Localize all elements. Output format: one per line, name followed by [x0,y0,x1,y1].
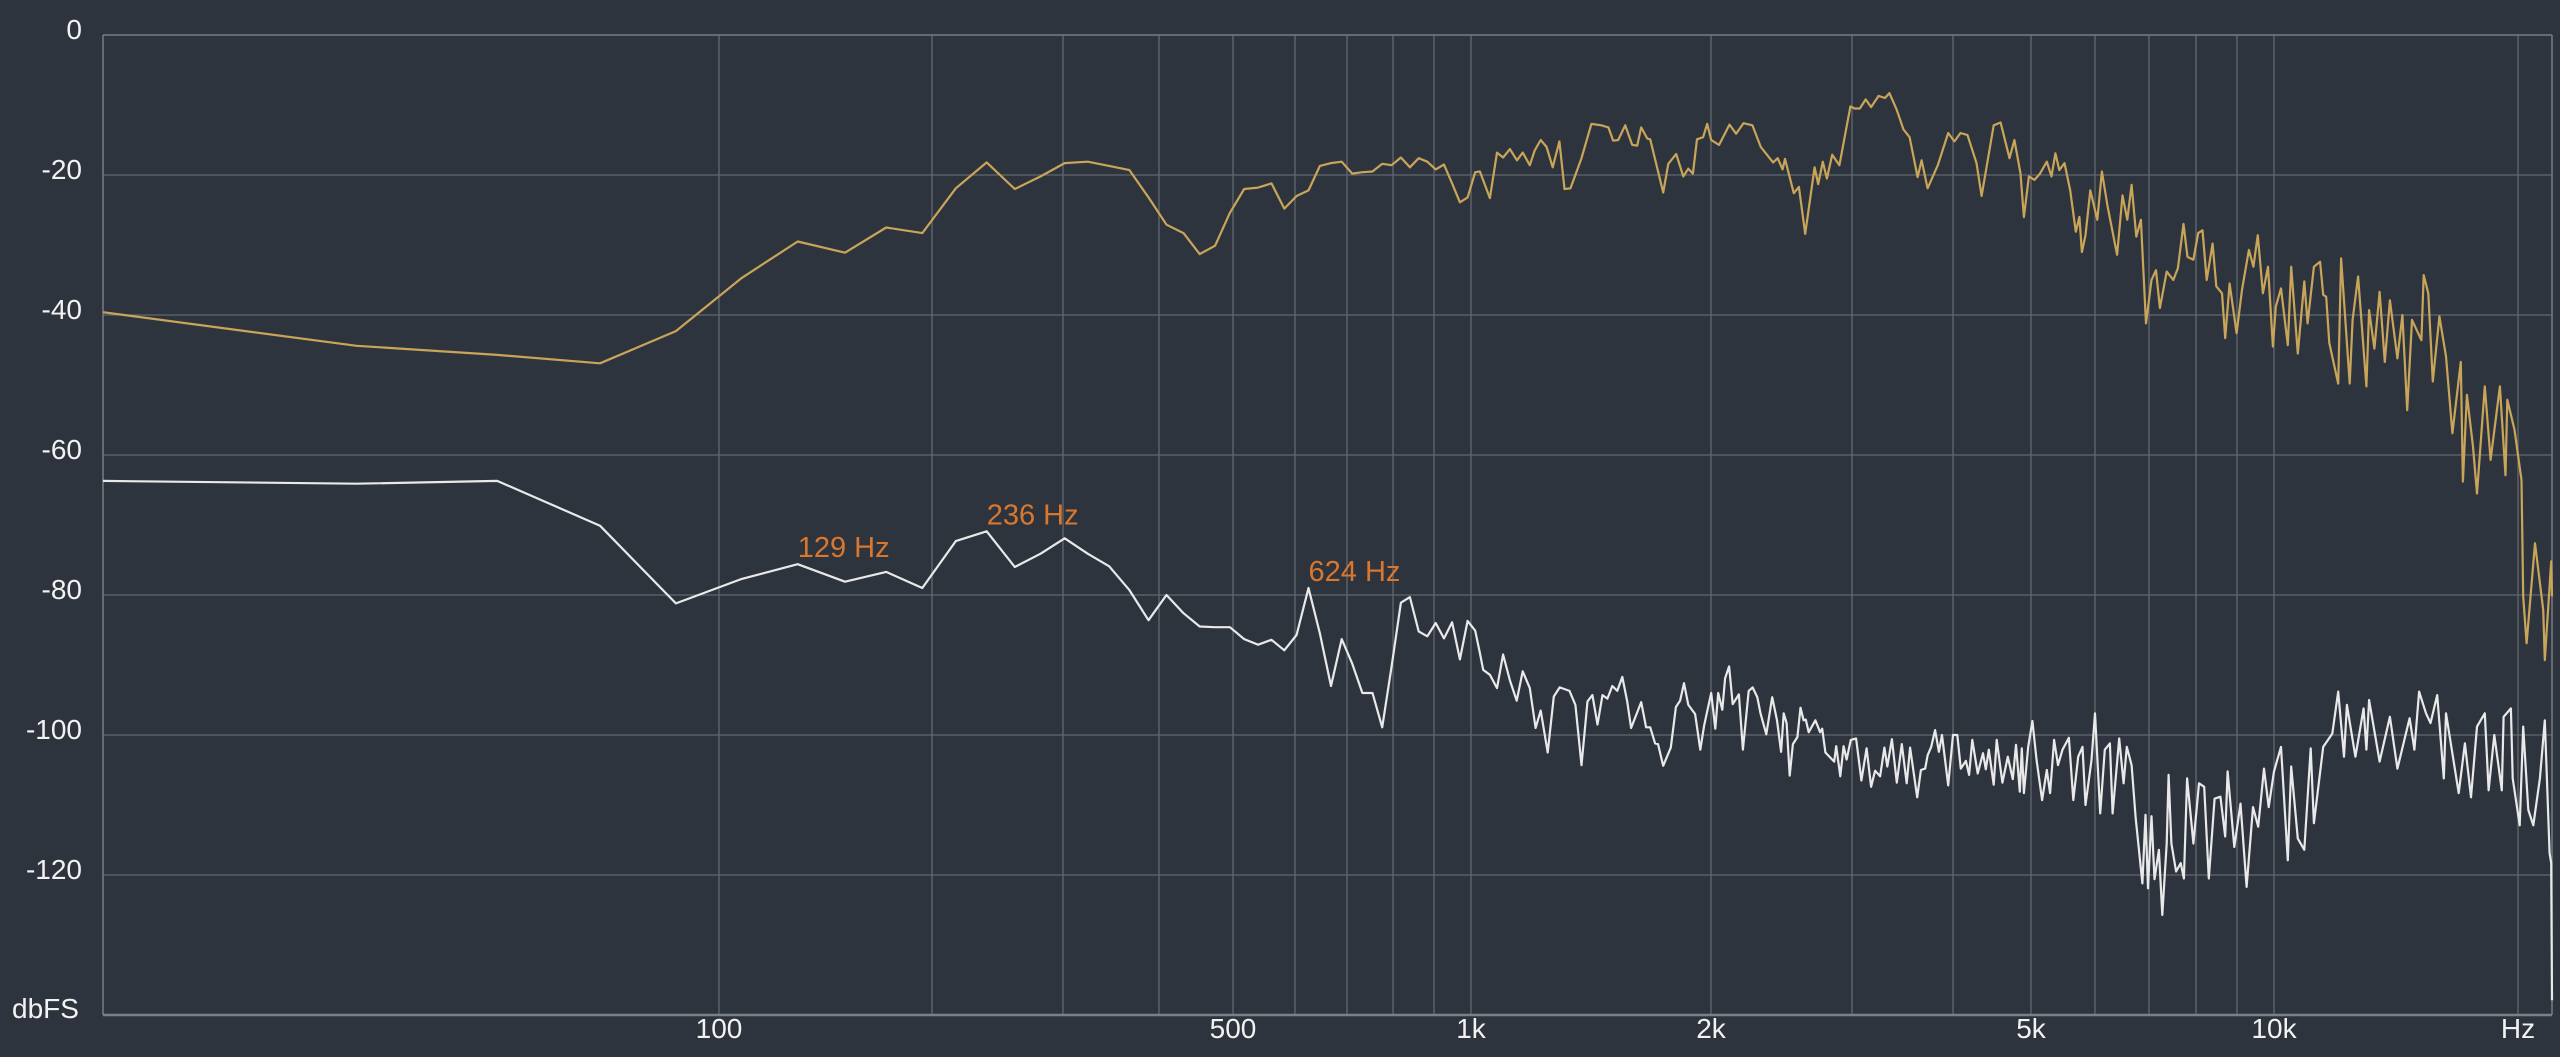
peak-annotations: 129 Hz 236 Hz 624 Hz [798,499,1401,588]
x-axis: 100 500 1k 2k 5k 10k Hz [696,1013,2535,1044]
x-axis-unit-label: Hz [2501,1013,2535,1044]
peak-label: 624 Hz [1309,556,1401,588]
y-tick-label: -20 [42,154,82,185]
x-tick-label: 10k [2251,1013,2297,1044]
series-line-2 [102,479,2554,1001]
y-tick-label: -60 [42,434,82,465]
peak-label: 129 Hz [798,532,890,564]
peak-label: 236 Hz [987,499,1079,531]
x-tick-label: 2k [1696,1013,1727,1044]
x-tick-label: 100 [696,1013,743,1044]
plot-frame [102,34,2553,1017]
y-tick-label: -80 [42,574,82,605]
x-tick-label: 1k [1456,1013,1487,1044]
series-line-1 [102,92,2554,662]
y-tick-label: 0 [66,14,82,45]
y-tick-label: -120 [26,854,82,885]
x-tick-label: 500 [1210,1013,1257,1044]
x-tick-label: 5k [2016,1013,2047,1044]
y-tick-label: -40 [42,294,82,325]
y-axis-unit-label: dbFS [12,993,79,1024]
y-tick-label: -100 [26,714,82,745]
y-axis: 0 -20 -40 -60 -80 -100 -120 [26,14,82,885]
series-layer [102,92,2554,1001]
